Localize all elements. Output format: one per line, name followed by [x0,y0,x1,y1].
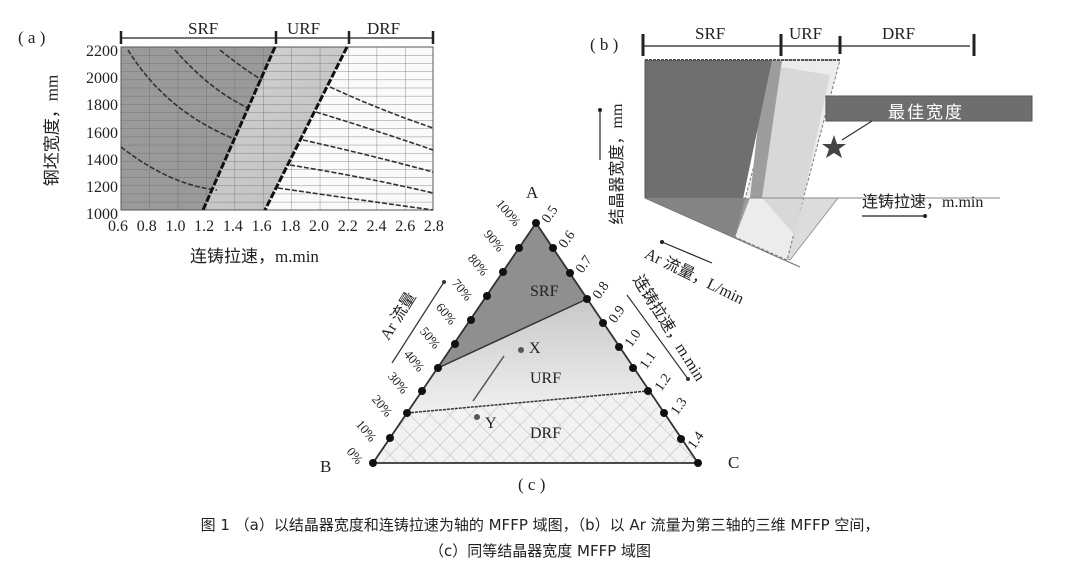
panel-b: ( b ) S [590,20,1050,308]
y-tick: 2000 [86,70,118,88]
best-width-label: 最佳宽度 [888,103,964,122]
x-tick: 1.2 [194,218,215,235]
panel-b-label: ( b ) [590,35,619,54]
vertex-c: C [728,453,740,472]
vertex-b: B [320,457,332,476]
x-axis-label: 连铸拉速，m.min [190,247,319,266]
ternary-chart [369,219,702,467]
panel-a: ( a ) [0,0,460,270]
figure-caption-line1: 图 1 （a）以结晶器宽度和连铸拉速为轴的 MFFP 域图，（b）以 Ar 流量… [200,516,880,534]
y-axis-label: 钢坯宽度，mm [42,74,62,187]
x-tick: 1.6 [251,218,272,235]
region-label-urf: URF [789,24,823,43]
region-srf: SRF [530,283,559,300]
panel-c: A B C SRF URF DRF X Y 100% 90% 80% 70% 6… [310,175,770,505]
region-label-drf: DRF [367,19,401,38]
y-tick: 1400 [86,151,118,169]
panel-b-chart [598,34,1033,268]
panel-a-label: ( a ) [18,28,46,47]
region-urf: URF [530,370,562,387]
point-x-label: X [529,340,541,357]
region-label-urf: URF [287,19,321,38]
region-label-drf: DRF [882,24,916,43]
region-label-srf: SRF [695,24,726,43]
x-tick: 2.8 [423,218,444,235]
y-tick: 1200 [86,179,118,197]
x-tick: 1.8 [280,218,301,235]
x-axis-label: 连铸拉速，m.min [862,194,984,211]
x-axis-ticks: 0.6 0.8 1.0 1.2 1.4 1.6 1.8 2.0 2.2 2.4 … [108,218,444,236]
x-tick: 2.6 [395,218,416,235]
x-tick: 2.0 [309,218,330,235]
vertex-a: A [526,183,539,202]
y-tick: 1800 [86,97,118,115]
y-tick: 2200 [86,43,118,60]
region-label-srf: SRF [188,19,219,38]
x-tick: 0.8 [136,218,157,235]
y-axis-ticks: 2200 2000 1800 1600 1400 1200 1000 [72,38,118,228]
x-tick: 2.4 [366,218,387,235]
x-tick: 0.6 [108,218,128,235]
point-y-label: Y [485,415,497,432]
panel-c-label: ( c ) [518,475,546,494]
region-drf: DRF [530,425,562,442]
x-tick: 1.4 [222,218,243,235]
panel-a-chart [119,31,435,211]
x-tick: 1.0 [165,218,186,235]
y-tick: 1600 [86,124,118,142]
figure-caption-line2: （c）同等结晶器宽度 MFFP 域图 [428,542,652,560]
x-tick: 2.2 [337,218,358,235]
y-tick: 1000 [86,206,118,224]
